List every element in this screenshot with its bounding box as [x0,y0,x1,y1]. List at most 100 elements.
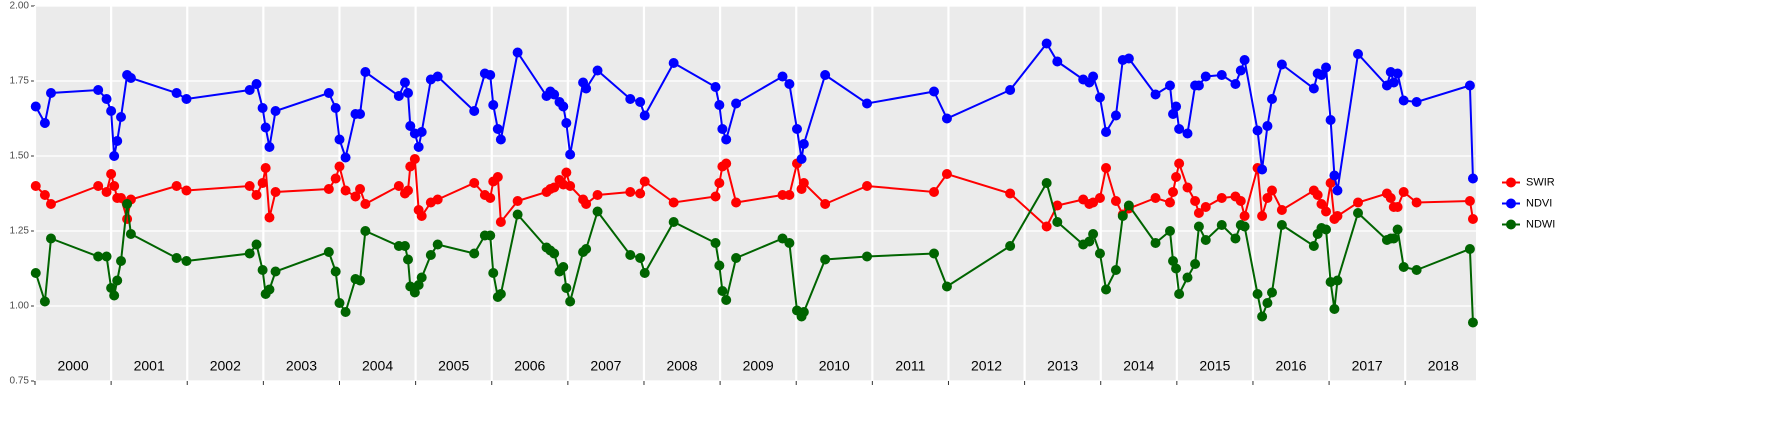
data-point [1150,193,1161,203]
data-point [1392,202,1403,212]
data-point [1164,80,1175,91]
data-point [1168,187,1179,197]
data-point [323,184,334,194]
data-point [1239,211,1250,221]
data-point [1088,71,1099,82]
data-point [1252,289,1263,299]
data-point [717,286,728,296]
data-point [1262,298,1273,308]
year-label: 2018 [1428,358,1459,374]
data-point [549,89,560,100]
data-point [1182,128,1193,139]
data-point [181,185,192,196]
data-point [1200,71,1211,82]
data-point [260,122,271,133]
data-point [1123,53,1134,64]
data-point [30,268,41,278]
data-point [334,134,345,145]
data-point [93,85,104,95]
data-point [112,275,123,286]
data-point [340,307,351,317]
data-point [251,239,262,250]
data-point [93,251,104,262]
data-point [1005,188,1016,199]
data-point [1005,85,1016,95]
data-point [798,139,809,149]
data-point [1088,229,1099,239]
data-point [1171,101,1182,112]
data-point [512,209,523,220]
data-point [1392,224,1403,235]
year-label: 2002 [210,358,241,374]
data-point [116,256,127,266]
data-point [122,214,133,224]
data-point [334,298,345,308]
data-point [264,212,275,223]
data-point [1123,200,1134,211]
y-tick-label: 2.00 [10,1,30,12]
data-point [565,296,576,307]
data-point [1398,95,1409,106]
data-point [1276,59,1287,70]
data-point [393,181,404,191]
data-point [1164,197,1175,208]
data-point [101,94,112,104]
data-point [929,248,940,259]
data-point [1398,262,1409,272]
data-point [416,272,427,283]
data-point [625,187,636,197]
data-point [1316,199,1327,209]
data-point [639,110,650,121]
data-point [30,101,41,112]
data-point [1150,89,1161,100]
data-point [1329,304,1340,314]
data-point [334,161,345,172]
data-point [512,196,523,206]
data-point [1182,182,1193,193]
year-label: 2015 [1199,358,1230,374]
data-point [581,83,592,94]
data-point [1321,206,1332,217]
data-point [1216,193,1227,203]
data-point [399,77,410,88]
data-point [171,253,182,263]
data-point [581,199,592,209]
data-point [109,181,120,191]
data-point [561,283,572,293]
data-point [1312,190,1323,200]
data-point [1171,172,1182,182]
data-point [495,217,506,227]
legend-label: SWIR [1526,176,1555,188]
data-point [264,284,275,295]
data-point [1200,235,1211,245]
data-point [1193,208,1204,218]
data-point [592,206,603,217]
data-point [264,142,275,152]
data-point [1276,220,1287,230]
data-point [714,260,725,271]
data-point [399,241,410,251]
data-point [1252,125,1263,136]
data-point [39,118,50,128]
data-point [403,185,414,196]
data-point [558,262,569,272]
data-point [1168,256,1179,266]
data-point [668,58,679,68]
data-point [45,88,56,98]
data-point [1193,80,1204,91]
data-point [862,251,873,262]
data-point [1266,287,1277,298]
data-point [1174,158,1185,169]
data-point [1266,185,1277,196]
data-point [929,86,940,97]
data-point [257,265,268,275]
year-label: 2014 [1123,358,1154,374]
data-point [565,181,576,191]
data-point [122,199,133,209]
data-point [714,100,725,110]
data-point [731,253,742,263]
data-point [721,158,732,169]
data-point [39,190,50,200]
data-point [495,289,506,299]
data-point [565,149,576,160]
